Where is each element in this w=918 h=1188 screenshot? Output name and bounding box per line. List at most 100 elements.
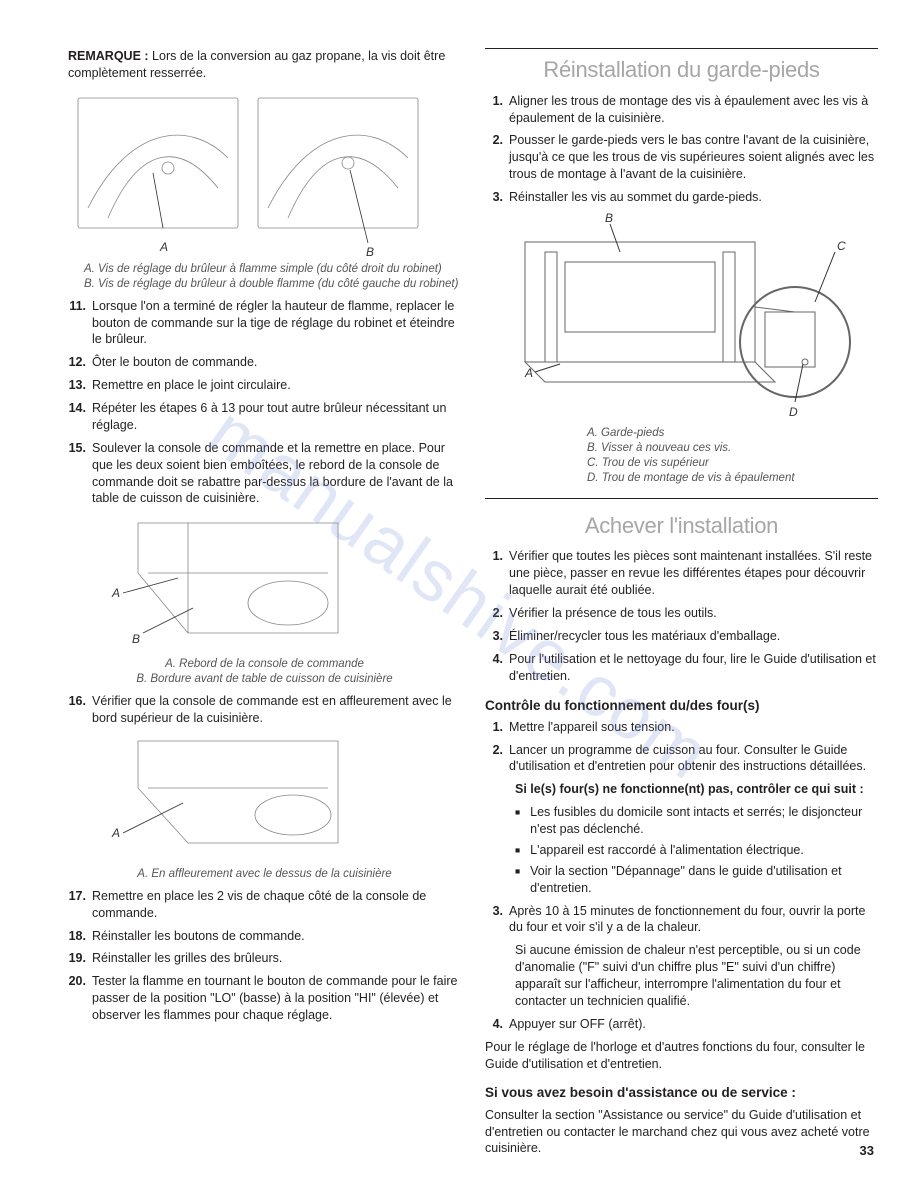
figure-burner-screws: A B A. Vis de réglage du brûleur à flamm… [68,88,461,292]
reinstall-step-3: 3.Réinstaller les vis au sommet du garde… [485,189,878,206]
fig1-label-b: B [366,245,374,258]
bullet-text: Les fusibles du domicile sont intacts et… [530,804,878,838]
step-num: 1. [485,93,509,127]
after-step3-para: Si aucune émission de chaleur n'est perc… [515,942,878,1010]
step-num: 1. [485,548,509,599]
fig2-caption: A. Rebord de la console de commande B. B… [68,657,461,687]
step-text: Lorsque l'on a terminé de régler la haut… [92,298,461,349]
step-text: Ôter le bouton de commande. [92,354,461,371]
step-num: 2. [485,742,509,776]
step-text: Remettre en place le joint circulaire. [92,377,461,394]
step-20: 20.Tester la flamme en tournant le bouto… [68,973,461,1024]
reinstall-step-1: 1.Aligner les trous de montage des vis à… [485,93,878,127]
fig1-label-a: A [159,240,168,254]
step-13: 13.Remettre en place le joint circulaire… [68,377,461,394]
rule-mid [485,498,878,499]
step-text: Vérifier que toutes les pièces sont main… [509,548,878,599]
step-text: Réinstaller les vis au sommet du garde-p… [509,189,878,206]
step-text: Réinstaller les grilles des brûleurs. [92,950,461,967]
help-title: Si vous avez besoin d'assistance ou de s… [485,1084,878,1102]
step-17: 17.Remettre en place les 2 vis de chaque… [68,888,461,922]
step-text: Mettre l'appareil sous tension. [509,719,878,736]
step-num: 3. [485,189,509,206]
complete-step-2: 2.Vérifier la présence de tous les outil… [485,605,878,622]
step-text: Éliminer/recycler tous les matériaux d'e… [509,628,878,645]
fig4-label-d: D [789,405,798,419]
fig2-label-a: A [111,586,120,600]
figure-kickplate-svg: A B C D [485,212,865,422]
section-title-reinstall: Réinstallation du garde-pieds [485,55,878,85]
step-text: Remettre en place les 2 vis de chaque cô… [92,888,461,922]
step-text: Soulever la console de commande et la re… [92,440,461,508]
step-text: Après 10 à 15 minutes de fonctionnement … [509,903,878,937]
step-12: 12.Ôter le bouton de commande. [68,354,461,371]
fig1-caption: A. Vis de réglage du brûleur à flamme si… [68,262,461,292]
check-step-2: 2.Lancer un programme de cuisson au four… [485,742,878,776]
bullet-2: L'appareil est raccordé à l'alimentation… [515,842,878,859]
check-step-1: 1.Mettre l'appareil sous tension. [485,719,878,736]
note-label: REMARQUE : [68,49,149,63]
bullet-text: Voir la section "Dépannage" dans le guid… [530,863,878,897]
reinstall-step-2: 2.Pousser le garde-pieds vers le bas con… [485,132,878,183]
section-title-complete: Achever l'installation [485,511,878,541]
step-num: 18. [68,928,92,945]
fig3-cap-a: A. En affleurement avec le dessus de la … [68,867,461,882]
bullet-3: Voir la section "Dépannage" dans le guid… [515,863,878,897]
steps-11-15: 11.Lorsque l'on a terminé de régler la h… [68,298,461,508]
step-18: 18.Réinstaller les boutons de commande. [68,928,461,945]
step-19: 19.Réinstaller les grilles des brûleurs. [68,950,461,967]
check-oven-title: Contrôle du fonctionnement du/des four(s… [485,697,878,715]
step-16-li: 16.Vérifier que la console de commande e… [68,693,461,727]
bullet-1: Les fusibles du domicile sont intacts et… [515,804,878,838]
figure-console-lip-svg: A B [68,513,358,653]
step-num: 16. [68,693,92,727]
complete-step-3: 3.Éliminer/recycler tous les matériaux d… [485,628,878,645]
step-num: 15. [68,440,92,508]
complete-step-1: 1.Vérifier que toutes les pièces sont ma… [485,548,878,599]
reinstall-steps: 1.Aligner les trous de montage des vis à… [485,93,878,206]
step-16: 16.Vérifier que la console de commande e… [68,693,461,727]
steps-17-20: 17.Remettre en place les 2 vis de chaque… [68,888,461,1024]
figure-console-lip: A B A. Rebord de la console de commande … [68,513,461,687]
check-steps-b: 3.Après 10 à 15 minutes de fonctionnemen… [485,903,878,937]
fig4-cap-d: D. Trou de montage de vis à épaulement [587,471,878,486]
step-num: 4. [485,1016,509,1033]
two-column-layout: REMARQUE : Lors de la conversion au gaz … [40,48,878,1163]
step-num: 19. [68,950,92,967]
step-14: 14.Répéter les étapes 6 à 13 pour tout a… [68,400,461,434]
fig1-cap-a: A. Vis de réglage du brûleur à flamme si… [84,262,461,277]
help-text: Consulter la section "Assistance ou serv… [485,1107,878,1158]
step-11: 11.Lorsque l'on a terminé de régler la h… [68,298,461,349]
step-text: Appuyer sur OFF (arrêt). [509,1016,878,1033]
fig2-cap-a: A. Rebord de la console de commande [68,657,461,672]
left-column: REMARQUE : Lors de la conversion au gaz … [40,48,461,1163]
step-text: Vérifier que la console de commande est … [92,693,461,727]
fig3-caption: A. En affleurement avec le dessus de la … [68,867,461,882]
bullet-text: L'appareil est raccordé à l'alimentation… [530,842,804,859]
complete-steps: 1.Vérifier que toutes les pièces sont ma… [485,548,878,684]
step-num: 1. [485,719,509,736]
fig4-label-c: C [837,239,846,253]
figure-flush: A A. En affleurement avec le dessus de l… [68,733,461,882]
step-num: 2. [485,605,509,622]
check-step-3: 3.Après 10 à 15 minutes de fonctionnemen… [485,903,878,937]
right-column: Réinstallation du garde-pieds 1.Aligner … [485,48,878,1163]
check-step-4: 4.Appuyer sur OFF (arrêt). [485,1016,878,1033]
complete-step-4: 4.Pour l'utilisation et le nettoyage du … [485,651,878,685]
step-text: Lancer un programme de cuisson au four. … [509,742,878,776]
fig3-label-a: A [111,826,120,840]
step-text: Pour l'utilisation et le nettoyage du fo… [509,651,878,685]
step-num: 14. [68,400,92,434]
fig1-cap-b: B. Vis de réglage du brûleur à double fl… [84,277,461,292]
step-num: 20. [68,973,92,1024]
fig2-label-b: B [132,632,140,646]
check-bullets: Les fusibles du domicile sont intacts et… [515,804,878,896]
step-num: 13. [68,377,92,394]
step-text: Répéter les étapes 6 à 13 pour tout autr… [92,400,461,434]
page-number: 33 [860,1142,874,1160]
step-text: Vérifier la présence de tous les outils. [509,605,878,622]
step-num: 12. [68,354,92,371]
step-num: 3. [485,628,509,645]
closing-para: Pour le réglage de l'horloge et d'autres… [485,1039,878,1073]
figure-burner-svg: A B [68,88,428,258]
